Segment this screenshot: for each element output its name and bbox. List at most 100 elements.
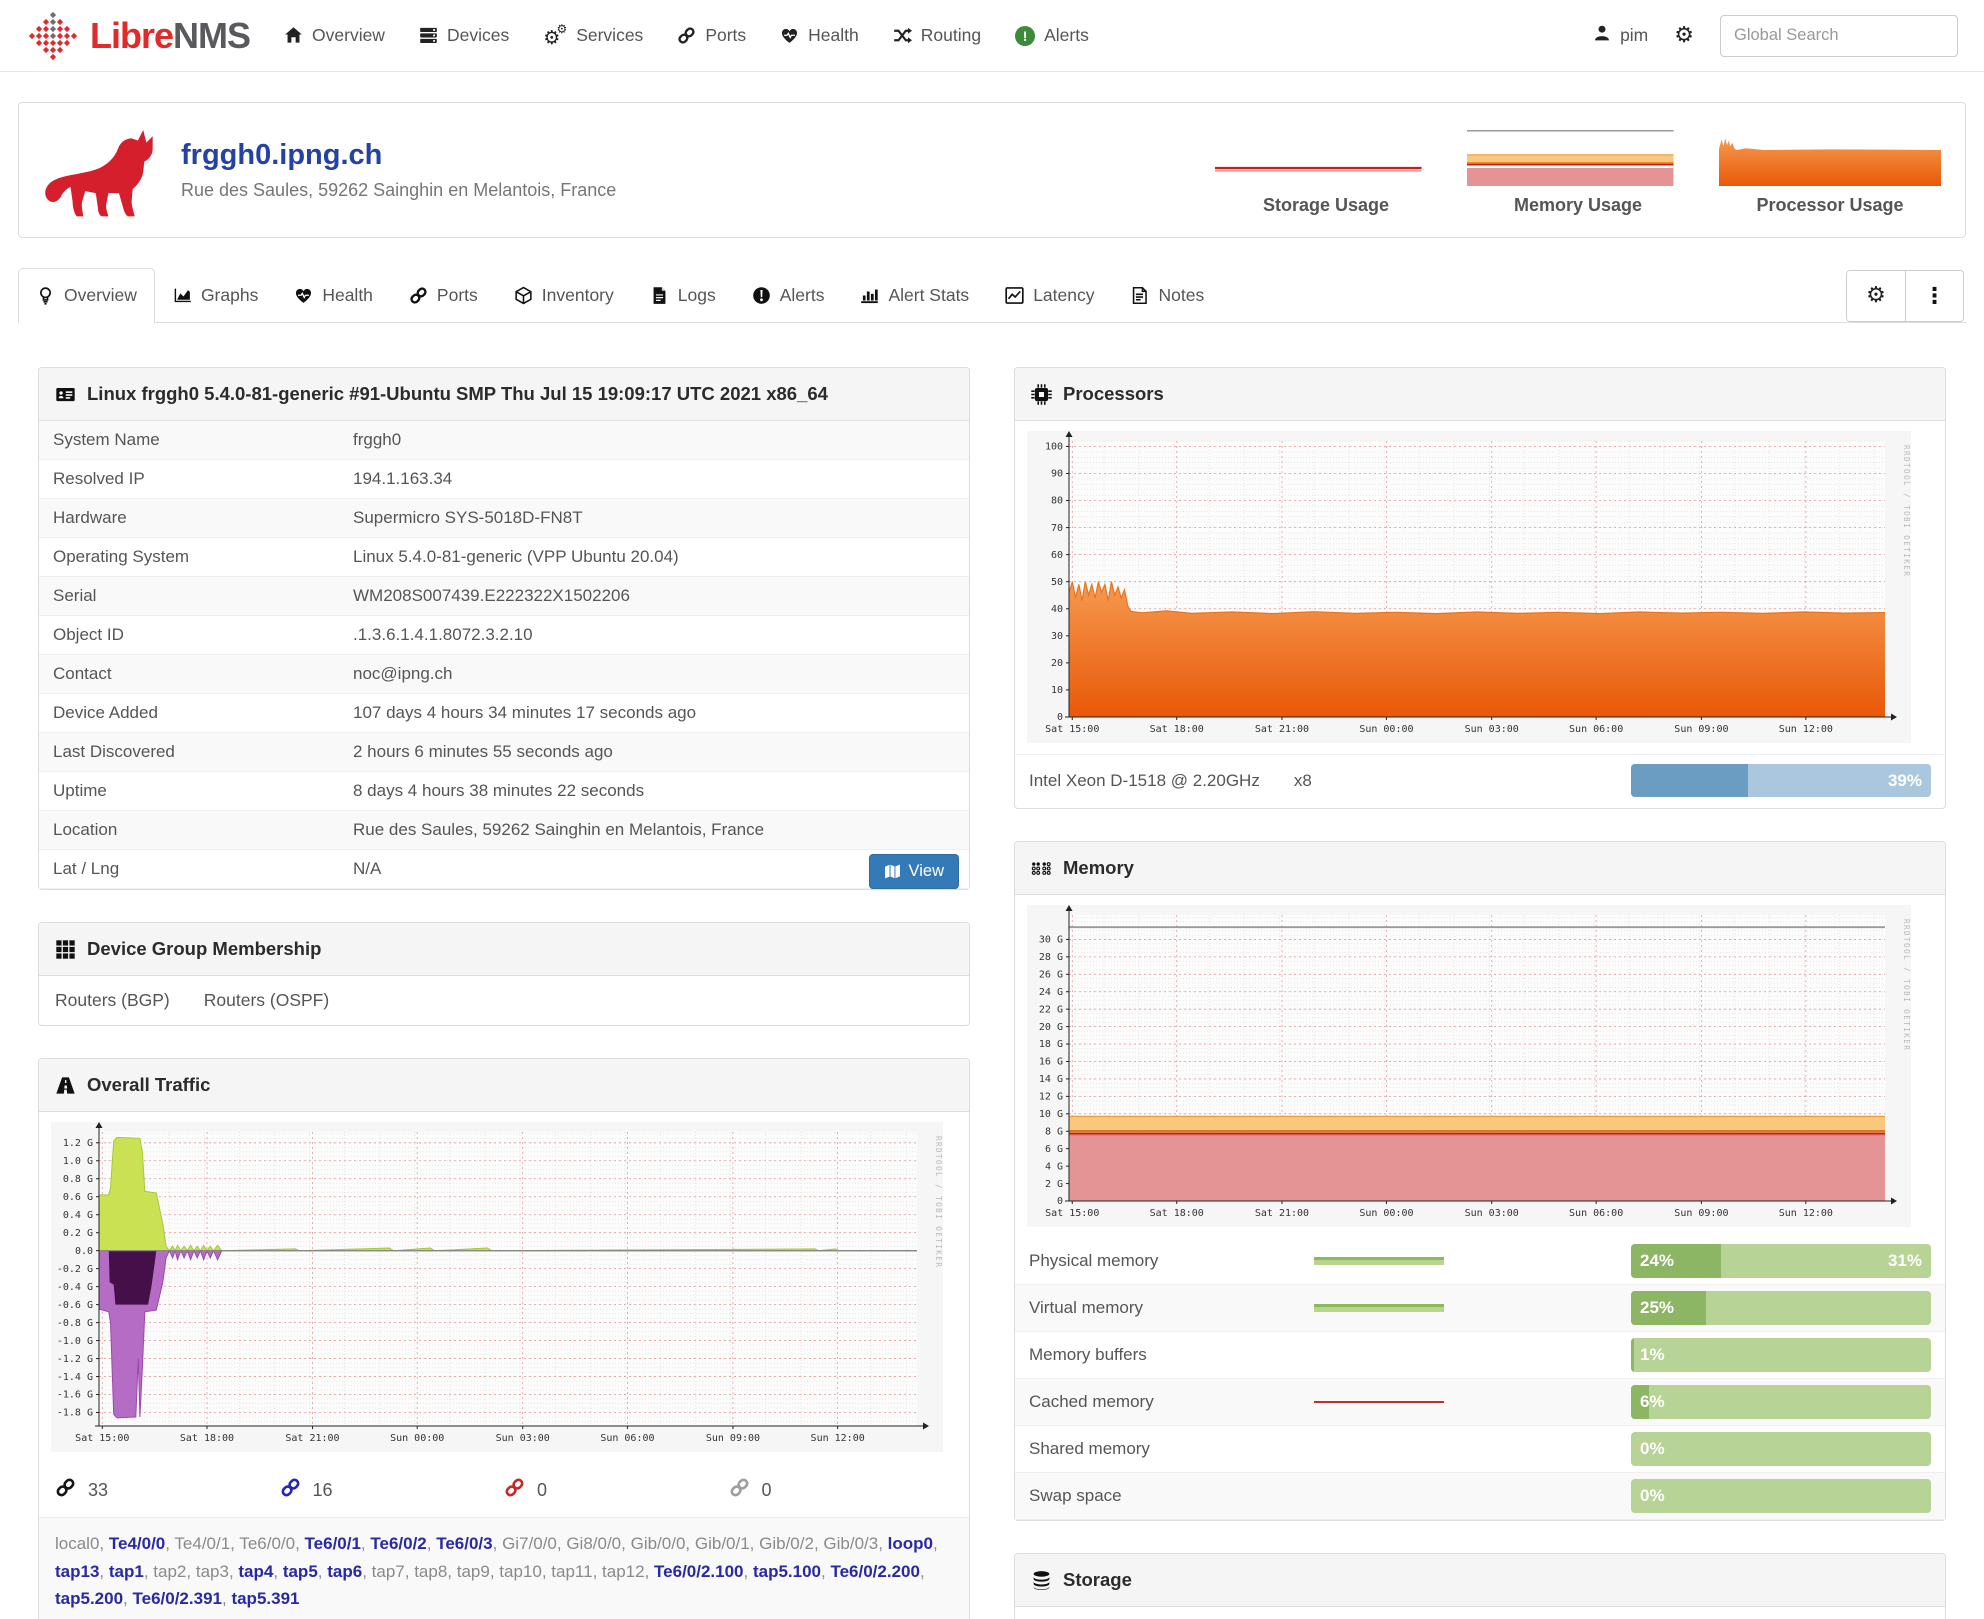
memory-mini-figure[interactable]: Memory Usage [1465,125,1691,216]
system-info-header: Linux frggh0 5.4.0-81-generic #91-Ubuntu… [39,368,969,421]
tab-ports[interactable]: Ports [391,268,496,322]
svg-text:0: 0 [1057,1196,1063,1207]
svg-text:8 G: 8 G [1045,1126,1063,1137]
port-link[interactable]: Te6/0/1 [304,1534,361,1553]
nav-item-ports[interactable]: Ports [677,25,746,46]
device-header-card: frggh0.ipng.ch Rue des Saules, 59262 Sai… [18,102,1966,238]
info-label: Last Discovered [53,742,175,761]
port-link[interactable]: Gi8/0/0 [566,1534,622,1553]
processor-mini-graph [1718,125,1942,187]
port-link[interactable]: local0 [55,1534,100,1553]
info-label: Device Added [53,703,158,722]
port-link[interactable]: tap11 [551,1561,593,1581]
svg-text:60: 60 [1051,550,1063,561]
nav-item-alerts[interactable]: ! Alerts [1015,25,1089,46]
svg-text:Sat 15:00: Sat 15:00 [1045,724,1099,735]
global-search-input[interactable] [1720,14,1958,57]
port-count-total[interactable]: 33 [55,1477,280,1503]
memory-title: Memory [1063,857,1134,878]
port-link[interactable]: tap6 [327,1561,363,1581]
device-group-link[interactable]: Routers (OSPF) [203,990,330,1010]
tab-label: Inventory [541,285,614,305]
nav-item-routing[interactable]: Routing [893,25,981,46]
port-link[interactable]: tap3 [195,1561,229,1581]
port-link[interactable]: Te6/0/3 [436,1534,493,1553]
tab-alerts[interactable]: Alerts [734,268,843,322]
processors-graph[interactable]: 0 10 20 30 40 50 60 70 80 90 100 Sat 15:00 Sat 18:00… [1015,421,1945,754]
svg-text:Sat 21:00: Sat 21:00 [1255,724,1309,735]
svg-text:10: 10 [1051,685,1063,696]
device-hostname[interactable]: frggh0.ipng.ch [181,139,383,171]
port-link[interactable]: Te4/0/1 [174,1534,231,1553]
device-settings-button[interactable]: ⚙ [1847,271,1905,321]
device-group-link[interactable]: Routers (BGP) [55,990,170,1010]
nav-item-health[interactable]: Health [780,25,859,46]
kebab-menu-icon: ⋮ [1923,283,1946,309]
port-count-up[interactable]: 16 [280,1477,505,1503]
memory-graph[interactable]: 0 2 G 4 G 6 G 8 G 10 G 12 G 14 G 16 G 18 G 20 G 22 … [1015,895,1945,1238]
port-link[interactable]: tap5.391 [231,1589,300,1609]
port-link[interactable]: tap8 [414,1561,448,1581]
port-link[interactable]: Te4/0/0 [108,1534,166,1553]
port-link[interactable]: Te6/0/2 [370,1534,427,1553]
tab-overview[interactable]: Overview [18,268,155,323]
tab-label: Alerts [779,285,825,305]
port-link[interactable]: Gib/0/1 [694,1534,750,1553]
storage-title: Storage [1063,1569,1132,1590]
port-link[interactable]: Te6/0/2.200 [830,1561,920,1581]
port-count-value: 0 [537,1479,548,1500]
port-link[interactable]: Gib/0/0 [630,1534,686,1553]
port-link[interactable]: tap1 [108,1561,144,1581]
port-link[interactable]: tap9 [456,1561,490,1581]
overall-traffic-graph[interactable]: -1.8 G -1.6 G -1.4 G -1.2 G -1.0 G -0.8 G -0.6… [39,1112,969,1463]
port-link[interactable]: Gib/0/2 [759,1534,814,1553]
librenms-logo[interactable]: LibreNMS [26,7,251,65]
info-label: Hardware [53,508,127,527]
tab-latency[interactable]: Latency [987,268,1112,322]
port-link[interactable]: Te6/0/2.391 [132,1589,222,1609]
tab-alert-stats[interactable]: Alert Stats [842,268,987,322]
cpu-usage-bar: 39% [1631,764,1931,797]
tab-health[interactable]: Health [276,268,391,322]
svg-text:0.6 G: 0.6 G [63,1192,93,1203]
port-count-down[interactable]: 0 [504,1477,729,1503]
port-link[interactable]: tap2 [153,1561,187,1581]
tab-logs[interactable]: Logs [632,268,734,322]
port-link[interactable]: tap10 [499,1561,542,1581]
nav-item-overview[interactable]: Overview [284,25,385,46]
user-menu[interactable]: pim [1593,24,1648,47]
memory-usage-value: 1% [1640,1345,1665,1364]
port-link[interactable]: loop0 [887,1534,933,1553]
port-link[interactable]: tap7 [371,1561,405,1581]
storage-mini-figure[interactable]: Storage Usage [1213,125,1439,216]
port-link[interactable]: tap5 [282,1561,318,1581]
nav-item-services[interactable]: ⚙ ⚙ Services [543,22,643,49]
port-separator: , [360,1534,371,1553]
svg-text:1.2 G: 1.2 G [63,1138,93,1149]
alert-icon [752,286,771,305]
shuffle-icon [893,26,912,45]
port-link[interactable]: tap12 [602,1561,645,1581]
tab-graphs[interactable]: Graphs [155,268,276,322]
port-separator: , [447,1561,457,1581]
svg-text:RRDTOOL / TOBI OETIKER: RRDTOOL / TOBI OETIKER [934,1136,943,1268]
port-link[interactable]: tap13 [55,1561,100,1581]
table-row: Resolved IP 194.1.163.34 [39,460,969,499]
settings-gear-icon[interactable]: ⚙ [1674,22,1694,48]
tab-notes[interactable]: Notes [1112,268,1222,322]
port-link[interactable]: Te6/0/2.100 [654,1561,744,1581]
nav-item-devices[interactable]: Devices [419,25,509,46]
port-link[interactable]: Gi7/0/0 [502,1534,557,1553]
view-map-button[interactable]: View [868,854,959,889]
more-options-button[interactable]: ⋮ [1905,271,1963,321]
port-link[interactable]: tap5.200 [55,1589,124,1609]
port-link[interactable]: tap4 [238,1561,274,1581]
port-link[interactable]: Gib/0/3 [823,1534,879,1553]
port-separator: , [426,1534,437,1553]
port-link[interactable]: Te6/0/0 [239,1534,296,1553]
storage-header: Storage [1015,1554,1945,1607]
tab-inventory[interactable]: Inventory [496,268,632,322]
port-count-disabled[interactable]: 0 [729,1477,954,1503]
port-link[interactable]: tap5.100 [752,1561,822,1581]
processor-mini-figure[interactable]: Processor Usage [1717,125,1943,216]
